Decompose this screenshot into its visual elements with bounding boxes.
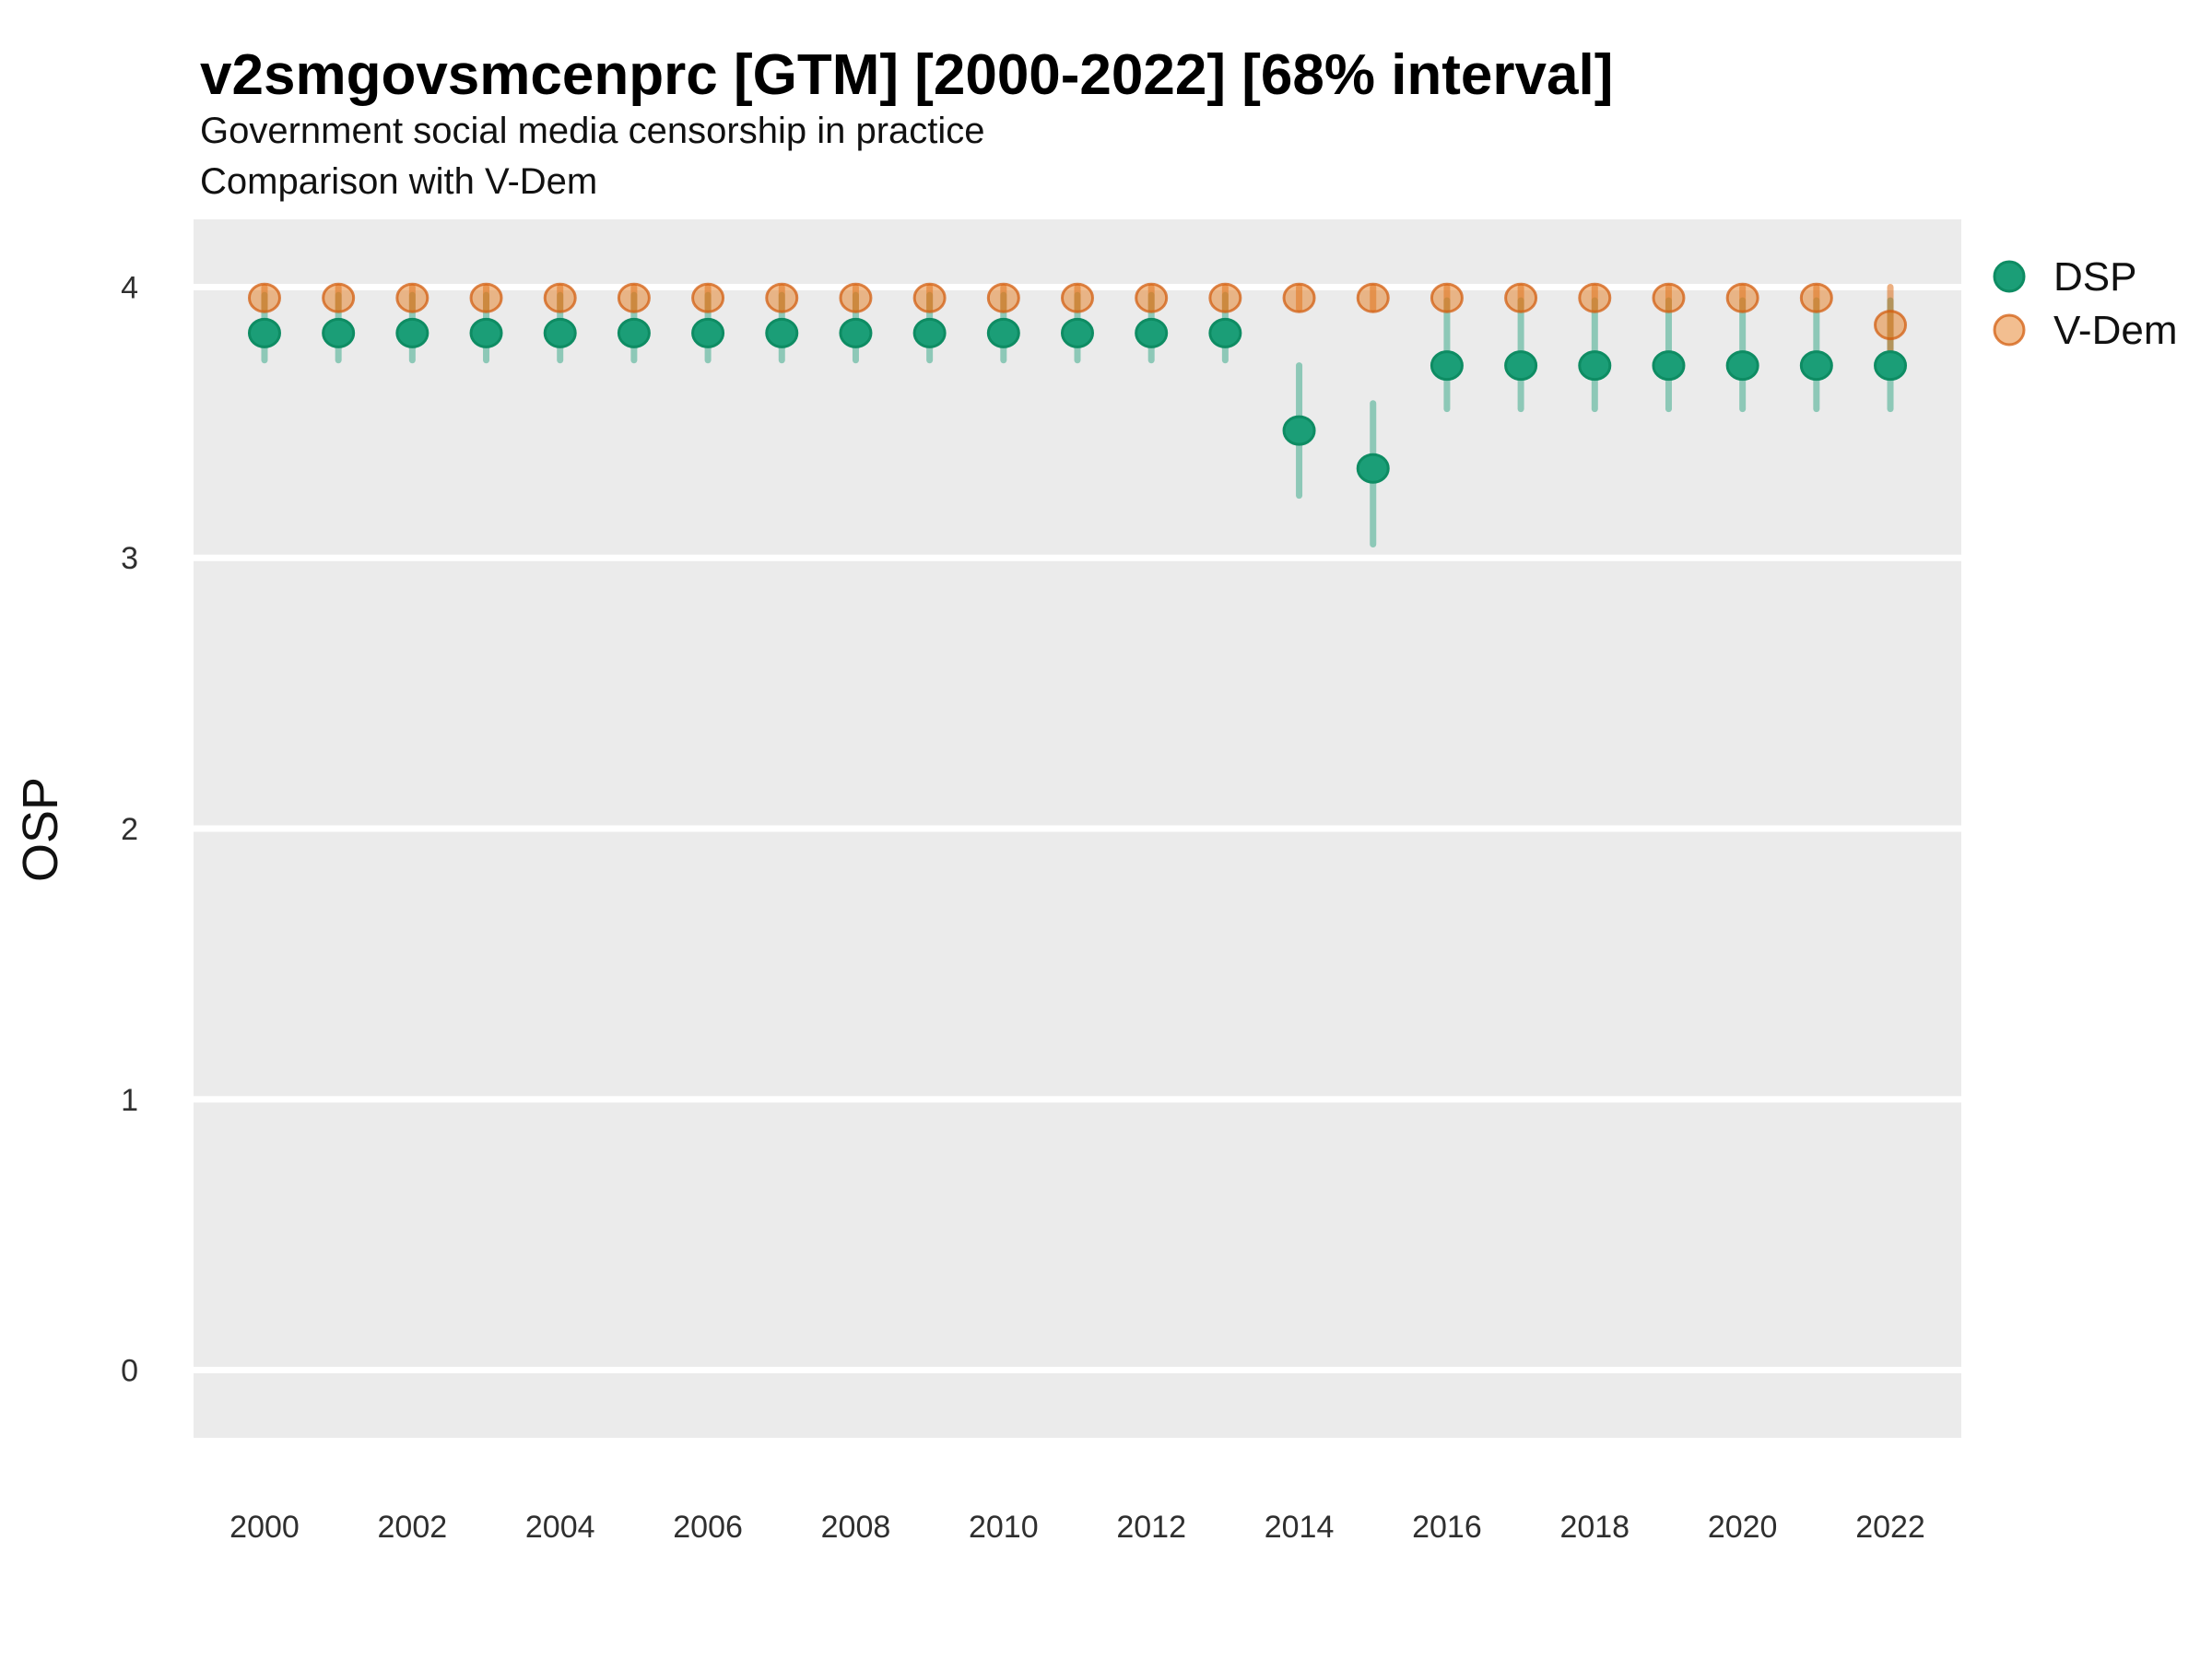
dsp-point-2013 [1208,317,1242,348]
chart-title: v2smgovsmcenprc [GTM] [2000-2022] [68% i… [200,43,1613,107]
x-tick-label-2014: 2014 [1265,1510,1335,1545]
x-tick-label-2010: 2010 [969,1510,1039,1545]
y-tick-label-3: 3 [121,541,138,576]
vdem-point-2014 [1282,282,1316,313]
plot-panel: 0 1 2 3 4 2000 2002 2004 2006 2008 2010 2012 2014 201… [121,219,1961,1545]
x-tick-label-2012: 2012 [1116,1510,1186,1545]
vdem-point-2010 [986,282,1020,313]
vdem-point-2017 [1504,282,1538,313]
dsp-point-2009 [912,317,947,348]
vdem-point-2021 [1799,282,1833,313]
dsp-point-2010 [986,317,1020,348]
y-tick-label-1: 1 [121,1083,138,1118]
dsp-point-2003 [469,317,503,348]
y-axis-title: OSP [13,777,68,882]
vdem-point-2000 [247,282,281,313]
legend: DSP V-Dem [1993,254,2177,353]
x-tick-label-2006: 2006 [673,1510,743,1545]
x-tick-label-2000: 2000 [229,1510,300,1545]
x-tick-label-2022: 2022 [1855,1510,1925,1545]
vdem-point-2013 [1208,282,1242,313]
dsp-point-2002 [395,317,429,348]
vdem-point-2004 [543,282,577,313]
x-tick-label-2016: 2016 [1412,1510,1482,1545]
y-tick-label-2: 2 [121,812,138,847]
chart-subtitle-1: Government social media censorship in pr… [200,111,985,151]
vdem-point-2020 [1725,282,1759,313]
dsp-point-2017 [1504,350,1538,382]
dsp-point-2014 [1282,415,1316,446]
legend-vdem-dot-icon [1993,313,2026,347]
vdem-point-2018 [1578,282,1612,313]
vdem-point-2003 [469,282,503,313]
vdem-point-2009 [912,282,947,313]
x-tick-label-2018: 2018 [1559,1510,1630,1545]
vdem-point-2005 [617,282,651,313]
y-tick-label-4: 4 [121,270,138,305]
vdem-point-2007 [765,282,799,313]
dsp-point-2016 [1430,350,1464,382]
legend-label-vdem: V-Dem [2053,308,2177,353]
dsp-point-2005 [617,317,651,348]
vdem-point-2022 [1874,310,1908,341]
x-tick-label-2002: 2002 [378,1510,448,1545]
chart-subtitle-2: Comparison with V-Dem [200,161,597,202]
x-tick-label-2020: 2020 [1708,1510,1778,1545]
vdem-point-2006 [691,282,725,313]
vdem-point-2002 [395,282,429,313]
vdem-point-2011 [1061,282,1094,313]
dsp-point-2020 [1725,350,1759,382]
legend-dsp-dot-icon [1993,260,2026,293]
vdem-point-2016 [1430,282,1464,313]
dsp-point-2006 [691,317,725,348]
vdem-point-2008 [839,282,873,313]
dsp-point-2021 [1799,350,1833,382]
x-tick-label-2004: 2004 [525,1510,595,1545]
dsp-point-2019 [1652,350,1686,382]
dsp-point-2004 [543,317,577,348]
vdem-point-2001 [322,282,356,313]
dsp-point-2012 [1135,317,1169,348]
vdem-point-2019 [1652,282,1686,313]
legend-label-dsp: DSP [2053,254,2136,300]
y-tick-label-0: 0 [121,1354,138,1389]
dsp-point-2018 [1578,350,1612,382]
dsp-point-2015 [1356,453,1390,484]
dsp-point-2011 [1061,317,1094,348]
dsp-point-2001 [322,317,356,348]
x-tick-label-2008: 2008 [821,1510,891,1545]
dsp-point-2022 [1874,350,1908,382]
vdem-point-2012 [1135,282,1169,313]
dsp-point-2007 [765,317,799,348]
dsp-point-2008 [839,317,873,348]
vdem-point-2015 [1356,282,1390,313]
dsp-point-2000 [247,317,281,348]
